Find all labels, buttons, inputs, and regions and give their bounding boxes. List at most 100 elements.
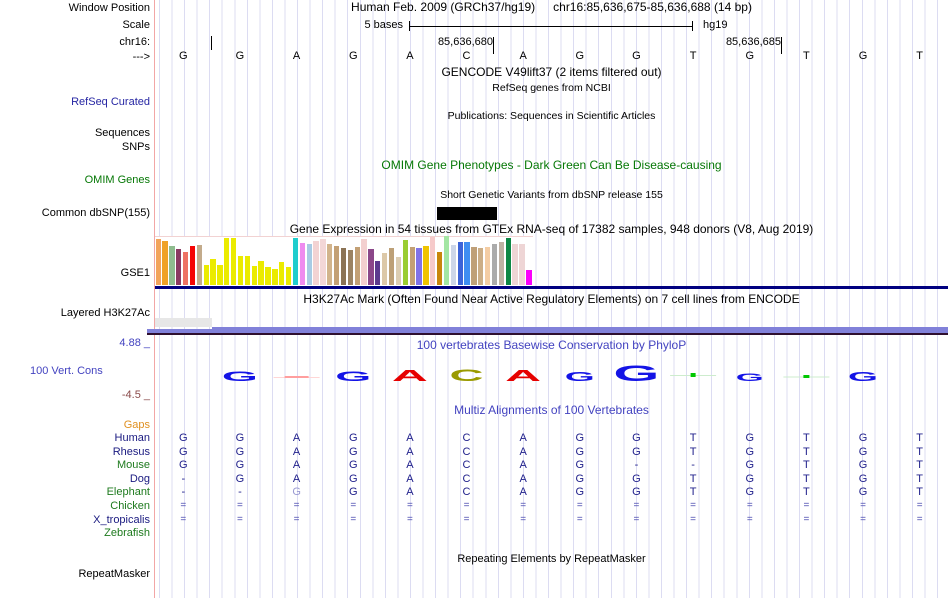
species-label-rhesus[interactable]: Rhesus bbox=[112, 445, 150, 458]
species-label-zebrafish[interactable]: Zebrafish bbox=[104, 527, 150, 540]
gtex-bar[interactable] bbox=[430, 237, 436, 285]
gtex-bar[interactable] bbox=[382, 253, 388, 285]
gtex-bar[interactable] bbox=[443, 236, 450, 285]
h3k27ac-signal-main[interactable] bbox=[212, 327, 948, 333]
gtex-bar[interactable] bbox=[340, 248, 347, 285]
gtex-bar[interactable] bbox=[361, 239, 367, 285]
gtex-bar[interactable] bbox=[395, 257, 402, 285]
sequence-base: G bbox=[745, 50, 755, 62]
cons-track-label[interactable]: 100 Vert. Cons bbox=[30, 365, 103, 377]
h3k27ac-signal-left[interactable] bbox=[147, 329, 212, 333]
multiz-track-title[interactable]: Multiz Alignments of 100 Vertebrates bbox=[454, 403, 649, 417]
repeatmasker-label[interactable]: RepeatMasker bbox=[78, 568, 150, 580]
gtex-bar[interactable] bbox=[519, 244, 525, 285]
gse1-label[interactable]: GSE1 bbox=[120, 267, 150, 279]
species-label-elephant[interactable]: Elephant bbox=[106, 486, 150, 499]
gtex-bar[interactable] bbox=[436, 252, 443, 285]
gtex-bar[interactable] bbox=[251, 266, 257, 285]
alignment-base: G bbox=[575, 459, 585, 472]
gtex-bar[interactable] bbox=[491, 244, 498, 285]
gtex-bar[interactable] bbox=[210, 259, 216, 285]
gtex-bar[interactable] bbox=[347, 250, 354, 285]
sequence-base: G bbox=[575, 50, 585, 62]
gtex-bar[interactable] bbox=[409, 247, 415, 285]
gtex-bar[interactable] bbox=[203, 265, 209, 285]
gtex-bar[interactable] bbox=[478, 248, 484, 285]
gtex-bar[interactable] bbox=[272, 269, 278, 285]
gtex-bar[interactable] bbox=[471, 247, 477, 285]
sequences-label[interactable]: Sequences bbox=[94, 127, 150, 139]
alignment-base: G bbox=[745, 432, 755, 444]
alignment-base: G bbox=[235, 459, 245, 472]
refseq-curated-label[interactable]: RefSeq Curated bbox=[71, 96, 150, 108]
gtex-bar[interactable] bbox=[457, 242, 463, 285]
gtex-bar[interactable] bbox=[292, 238, 299, 285]
ruler-tick-label-2: 85,636,685 bbox=[725, 36, 781, 48]
h3k27ac-underline bbox=[147, 333, 948, 335]
gtex-bar[interactable] bbox=[189, 246, 196, 285]
gtex-track-title[interactable]: Gene Expression in 54 tissues from GTEx … bbox=[289, 222, 814, 236]
h3k27ac-signal-faint[interactable] bbox=[155, 318, 212, 327]
gtex-bar[interactable] bbox=[176, 249, 182, 285]
h3k27ac-track-title[interactable]: H3K27Ac Mark (Often Found Near Active Re… bbox=[303, 292, 800, 306]
gtex-bar[interactable] bbox=[155, 239, 161, 285]
layered-h3k27ac-label[interactable]: Layered H3K27Ac bbox=[60, 307, 150, 319]
gtex-bar[interactable] bbox=[368, 249, 374, 285]
species-label-mouse[interactable]: Mouse bbox=[116, 459, 150, 472]
gtex-bar[interactable] bbox=[279, 262, 285, 285]
gtex-bar[interactable] bbox=[313, 241, 319, 285]
gtex-bar[interactable] bbox=[388, 248, 395, 285]
refseq-track-title[interactable]: RefSeq genes from NCBI bbox=[492, 82, 611, 94]
sequence-base: G bbox=[179, 50, 188, 62]
alignment-base: G bbox=[858, 432, 868, 444]
gaps-label[interactable]: Gaps bbox=[123, 419, 150, 431]
gtex-bar[interactable] bbox=[265, 267, 271, 285]
gtex-bar[interactable] bbox=[258, 261, 264, 285]
species-label-dog[interactable]: Dog bbox=[129, 472, 150, 485]
gtex-bar[interactable] bbox=[450, 245, 456, 285]
omim-track-title[interactable]: OMIM Gene Phenotypes - Dark Green Can Be… bbox=[381, 158, 722, 172]
gtex-bar[interactable] bbox=[526, 270, 532, 285]
gtex-bar[interactable] bbox=[402, 240, 408, 285]
gtex-bar[interactable] bbox=[244, 256, 251, 285]
gtex-bar[interactable] bbox=[423, 246, 429, 285]
alignment-base: G bbox=[858, 472, 868, 485]
dbsnp-variant-item[interactable] bbox=[437, 207, 497, 220]
gtex-bar[interactable] bbox=[512, 244, 518, 285]
gtex-bar[interactable] bbox=[375, 261, 381, 285]
common-dbsnp-label[interactable]: Common dbSNP(155) bbox=[41, 207, 150, 219]
gtex-bar[interactable] bbox=[320, 239, 326, 285]
gtex-bar[interactable] bbox=[354, 247, 360, 285]
gtex-bar[interactable] bbox=[182, 252, 189, 285]
gtex-bar[interactable] bbox=[237, 256, 244, 285]
gtex-bar[interactable] bbox=[231, 238, 237, 285]
gtex-bar[interactable] bbox=[169, 246, 175, 285]
species-label-x_tropicalis[interactable]: X_tropicalis bbox=[93, 513, 150, 526]
gtex-bar[interactable] bbox=[299, 243, 305, 285]
omim-genes-label[interactable]: OMIM Genes bbox=[84, 174, 150, 186]
phylop-track-title[interactable]: 100 vertebrates Basewise Conservation by… bbox=[416, 338, 687, 352]
gtex-bar[interactable] bbox=[196, 245, 202, 285]
gtex-bar[interactable] bbox=[327, 244, 333, 285]
alignment-base: C bbox=[462, 472, 471, 485]
species-label-human[interactable]: Human bbox=[114, 432, 150, 444]
gtex-bar[interactable] bbox=[505, 238, 511, 285]
gtex-bar[interactable] bbox=[464, 242, 470, 285]
gtex-bar[interactable] bbox=[498, 242, 505, 285]
repeatmasker-track-title[interactable]: Repeating Elements by RepeatMasker bbox=[457, 553, 646, 565]
gtex-bar[interactable] bbox=[285, 267, 292, 285]
gtex-bar[interactable] bbox=[485, 247, 491, 285]
gtex-bar[interactable] bbox=[217, 265, 223, 285]
gtex-bar[interactable] bbox=[416, 248, 422, 285]
gtex-bar[interactable] bbox=[162, 241, 168, 285]
gencode-track-title[interactable]: GENCODE V49lift37 (2 items filtered out) bbox=[441, 65, 662, 79]
gtex-bar[interactable] bbox=[306, 244, 312, 285]
dbsnp-track-title[interactable]: Short Genetic Variants from dbSNP releas… bbox=[440, 189, 663, 201]
gtex-bar[interactable] bbox=[333, 246, 340, 285]
gtex-bar[interactable] bbox=[224, 238, 230, 285]
phylop-logo-letter: A bbox=[392, 368, 428, 385]
alignment-base: G bbox=[858, 486, 868, 499]
snps-label[interactable]: SNPs bbox=[121, 141, 150, 153]
species-label-chicken[interactable]: Chicken bbox=[110, 500, 150, 512]
publications-track-title[interactable]: Publications: Sequences in Scientific Ar… bbox=[447, 110, 656, 122]
